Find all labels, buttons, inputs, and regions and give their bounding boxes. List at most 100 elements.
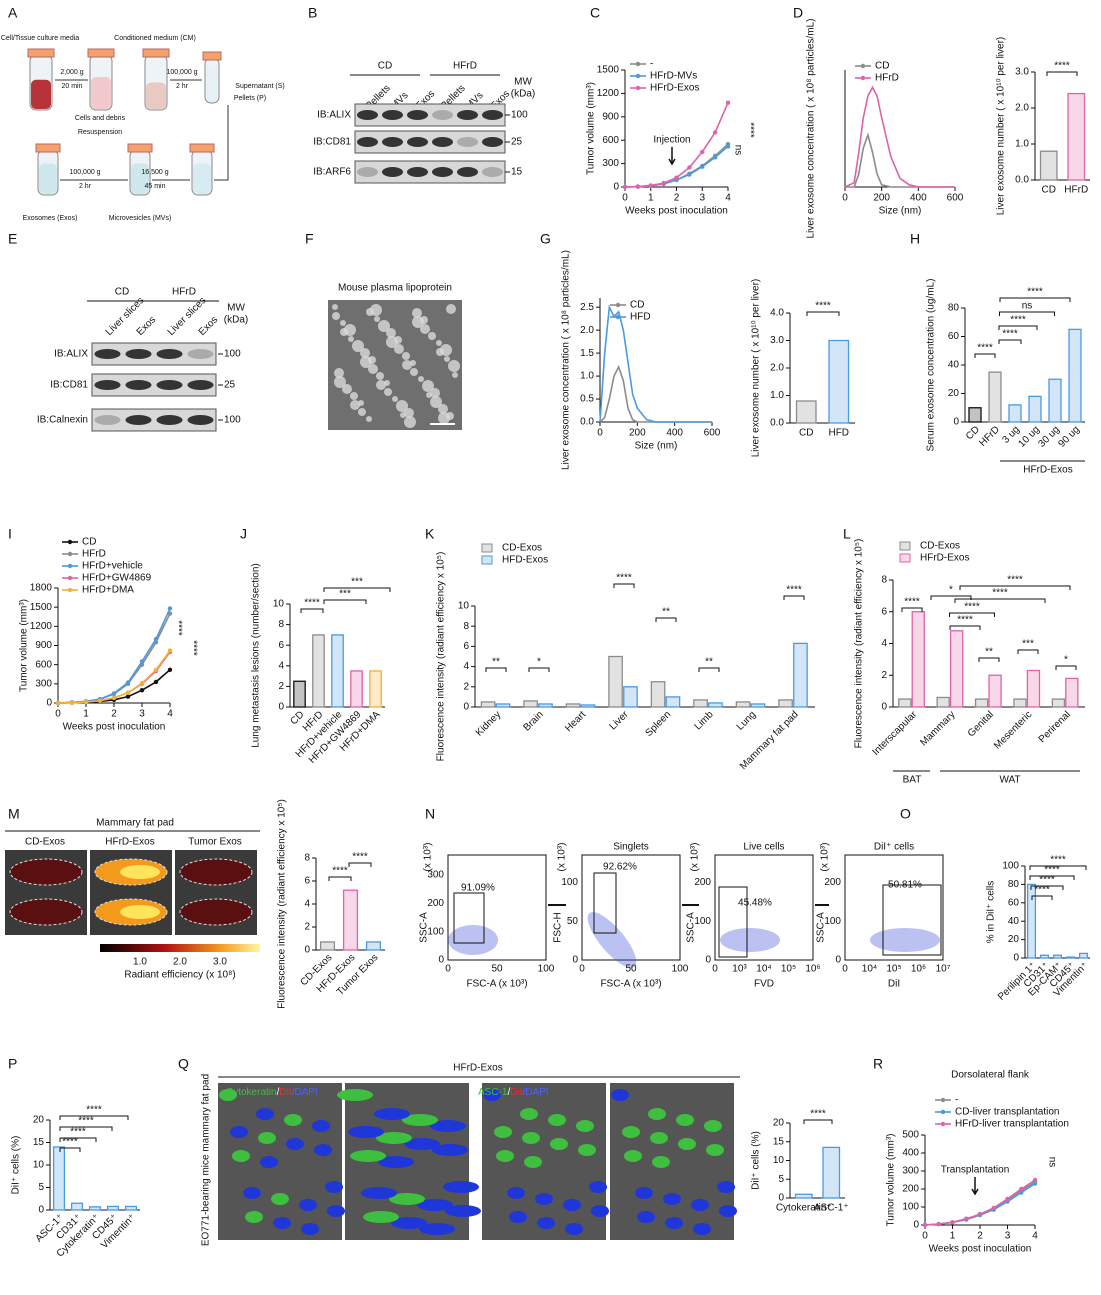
y-tick-label: 1800 bbox=[30, 583, 53, 594]
legend-label: HFrD+vehicle bbox=[82, 561, 143, 572]
axis-label: DiI bbox=[888, 979, 900, 990]
annotation: *** bbox=[1022, 639, 1034, 650]
decoration bbox=[655, 617, 677, 622]
y-tick-label: 0 bbox=[778, 1193, 784, 1204]
legend-label: CD-Exos bbox=[502, 543, 542, 554]
annotation: * bbox=[949, 585, 953, 596]
decoration bbox=[360, 348, 370, 358]
y-axis-label: Serum exosome concentration (ug/mL) bbox=[926, 279, 937, 452]
decoration bbox=[693, 1223, 711, 1235]
y-tick-label: 3.0 bbox=[770, 335, 784, 346]
y-tick-label: 0 bbox=[304, 945, 310, 956]
bar bbox=[1026, 883, 1037, 959]
annotation: **** bbox=[1044, 865, 1060, 876]
decoration bbox=[348, 336, 354, 342]
decoration bbox=[430, 388, 440, 398]
annotation: *** bbox=[351, 577, 363, 588]
decoration bbox=[522, 1132, 540, 1144]
decoration bbox=[611, 1089, 629, 1101]
y-tick-label: 2.0 bbox=[580, 325, 594, 336]
annotation: **** bbox=[332, 866, 348, 877]
gate-percent: 92.62% bbox=[603, 862, 637, 873]
panel-letter: B bbox=[308, 5, 317, 21]
x-tick-label: 2 bbox=[977, 1231, 983, 1242]
decoration bbox=[430, 396, 442, 408]
point bbox=[725, 100, 731, 105]
decoration bbox=[550, 1138, 568, 1150]
y-tick-label: 2 bbox=[881, 670, 887, 681]
x-tick-label: Interscapular bbox=[871, 709, 920, 758]
y-tick-label: 8 bbox=[881, 575, 887, 586]
x-tick-label: Spleen bbox=[643, 709, 673, 739]
decoration bbox=[448, 925, 498, 955]
decoration bbox=[648, 1108, 666, 1120]
decoration bbox=[999, 311, 1055, 316]
decoration bbox=[650, 1132, 668, 1144]
decoration bbox=[457, 137, 478, 147]
point bbox=[83, 699, 89, 705]
decoration bbox=[348, 1126, 384, 1138]
y-tick-label: 0.0 bbox=[770, 418, 784, 429]
decoration bbox=[624, 1150, 642, 1162]
diagram-text: 100,000 g bbox=[69, 169, 100, 176]
decoration bbox=[610, 1083, 734, 1240]
point bbox=[964, 1216, 969, 1221]
annotation: **** bbox=[1054, 61, 1070, 72]
y-axis-label: Fluorescence intensity (radiant efficien… bbox=[436, 552, 447, 762]
annotation: ** bbox=[705, 657, 713, 668]
tick-label: 50 bbox=[625, 964, 637, 975]
mw-title: MW bbox=[227, 303, 245, 314]
mw-label: 15 bbox=[511, 167, 523, 178]
decoration bbox=[432, 1144, 468, 1156]
x-tick-label: Mesenteric bbox=[992, 709, 1034, 751]
side-label: EO771-bearing mice mammary fat pad bbox=[201, 1074, 212, 1246]
bar bbox=[1065, 677, 1079, 708]
bar bbox=[538, 703, 553, 708]
legend-swatch bbox=[635, 61, 641, 67]
y-axis-label: % in DiI⁺ cells bbox=[986, 881, 997, 944]
x-tick-label: Heart bbox=[563, 709, 588, 734]
y-tick-label: 0 bbox=[613, 182, 619, 193]
y-tick-label: 300 bbox=[35, 678, 52, 689]
y-tick-label: 1.0 bbox=[1015, 139, 1029, 150]
annotation: **** bbox=[616, 573, 632, 584]
x-axis-label: Size (nm) bbox=[635, 441, 678, 452]
stain-part: /DAPI bbox=[522, 1087, 548, 1098]
decoration bbox=[202, 51, 222, 61]
point bbox=[125, 680, 131, 685]
decoration bbox=[94, 380, 121, 390]
decoration bbox=[360, 356, 372, 368]
point bbox=[139, 659, 145, 664]
line bbox=[599, 304, 712, 423]
legend-label: HFrD-MVs bbox=[650, 71, 697, 82]
decoration bbox=[719, 1205, 737, 1217]
decoration bbox=[407, 137, 428, 147]
axis-label: FSC-A (x 10³) bbox=[466, 979, 527, 990]
axis-label: SSC-A bbox=[419, 912, 430, 943]
point bbox=[712, 130, 718, 135]
point bbox=[687, 172, 692, 177]
y-axis-label: Tumor volume (mm³) bbox=[19, 599, 30, 692]
decoration bbox=[323, 587, 391, 592]
decoration bbox=[156, 415, 183, 425]
axis-label: FSC-A (x 10³) bbox=[600, 979, 661, 990]
decoration bbox=[483, 1089, 501, 1101]
y-tick-label: 0 bbox=[913, 1220, 919, 1231]
legend-swatch bbox=[481, 543, 493, 553]
decoration bbox=[507, 1187, 525, 1199]
legend-swatch bbox=[481, 555, 493, 565]
decoration bbox=[417, 1199, 453, 1211]
decoration bbox=[299, 1199, 317, 1211]
decoration bbox=[146, 82, 166, 109]
decoration bbox=[444, 356, 450, 362]
annotation: **** bbox=[786, 585, 802, 596]
annotation: **** bbox=[904, 597, 920, 608]
y-tick-label: 20 bbox=[1008, 934, 1020, 945]
y-tick-label: 200 bbox=[902, 1184, 919, 1195]
line bbox=[57, 613, 171, 704]
tick-label: 0 bbox=[438, 955, 444, 966]
axis-label: SSC-A bbox=[686, 912, 697, 943]
colorbar-tick: 3.0 bbox=[213, 957, 227, 968]
bar bbox=[1039, 954, 1050, 959]
annotation: ns bbox=[1046, 1157, 1057, 1168]
